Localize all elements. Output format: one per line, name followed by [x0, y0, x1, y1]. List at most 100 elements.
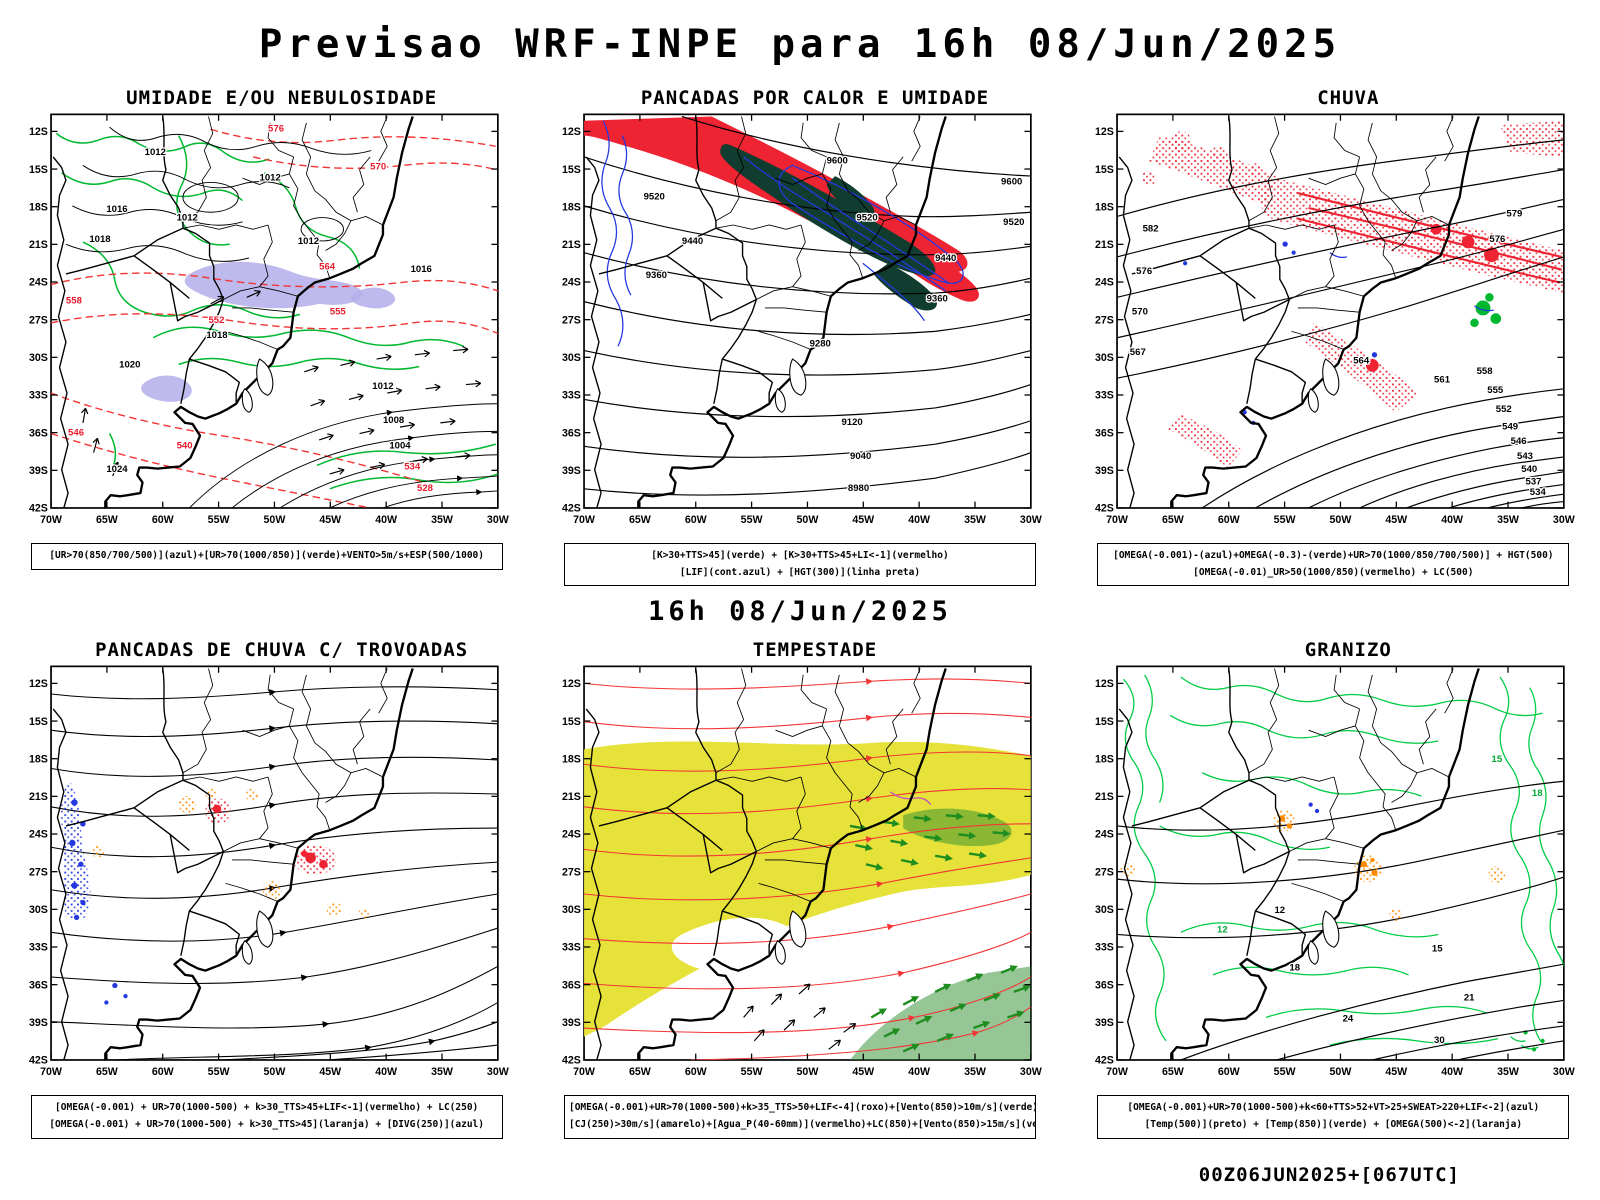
svg-text:9520: 9520: [1003, 217, 1024, 228]
svg-text:60W: 60W: [685, 514, 708, 526]
svg-text:1012: 1012: [144, 147, 165, 158]
svg-text:579: 579: [1507, 208, 1523, 219]
svg-text:36S: 36S: [1095, 427, 1114, 439]
svg-text:555: 555: [1488, 385, 1505, 396]
legend-line: [UR>70(850/700/500)](azul)+[UR>70(1000/8…: [49, 550, 484, 561]
svg-text:570: 570: [370, 162, 386, 173]
contour-labels: 9600 9600 9520 9520 9520 9440 9440 9360 9360 9280…: [642, 154, 1025, 495]
panel-tempestade: TEMPESTADE: [542, 639, 1057, 1139]
panel-title: TEMPESTADE: [752, 639, 878, 662]
svg-text:564: 564: [1354, 355, 1371, 366]
svg-text:30W: 30W: [1020, 1066, 1043, 1078]
svg-text:42S: 42S: [562, 503, 581, 515]
svg-text:30S: 30S: [562, 352, 581, 364]
legend-box: [OMEGA(-0.001)+UR>70(1000-500)+k<60+TTS>…: [1097, 1095, 1570, 1139]
svg-text:70W: 70W: [40, 1066, 63, 1078]
svg-text:8980: 8980: [848, 483, 869, 494]
svg-text:70W: 70W: [1106, 1066, 1129, 1078]
panel-title: CHUVA: [1317, 87, 1380, 109]
svg-text:24S: 24S: [29, 829, 48, 841]
svg-text:576: 576: [1137, 266, 1153, 277]
svg-text:537: 537: [1526, 477, 1542, 488]
svg-text:45W: 45W: [319, 1066, 342, 1078]
svg-text:18S: 18S: [29, 754, 48, 766]
svg-text:546: 546: [68, 428, 84, 439]
svg-text:18S: 18S: [29, 201, 48, 213]
svg-text:18: 18: [1532, 788, 1543, 799]
svg-text:9440: 9440: [935, 253, 956, 264]
svg-text:60W: 60W: [685, 1066, 708, 1078]
svg-text:21S: 21S: [29, 791, 48, 803]
svg-text:36S: 36S: [29, 980, 48, 992]
svg-text:65W: 65W: [96, 514, 119, 526]
legend-box: [OMEGA(-0.001)+UR>70(1000-500)+k>35_TTS>…: [563, 1095, 1036, 1139]
svg-text:1020: 1020: [119, 360, 140, 371]
panel-chuva: CHUVA: [1076, 87, 1591, 587]
svg-text:35W: 35W: [1497, 1066, 1520, 1078]
legend-line: [OMEGA(-0.001)+UR>70(1000-500)+k>35_TTS>…: [568, 1102, 1036, 1114]
panel-pancadas-calor: PANCADAS POR CALOR E UMIDADE: [542, 87, 1057, 587]
svg-text:21: 21: [1464, 993, 1475, 1004]
svg-text:12: 12: [1217, 925, 1228, 936]
svg-text:45W: 45W: [852, 514, 875, 526]
panel-title: PANCADAS POR CALOR E UMIDADE: [640, 87, 990, 109]
mid-title: 16h 08/Jun/2025: [648, 596, 952, 628]
map-decorations-tempestade: [584, 678, 1031, 1061]
svg-text:42S: 42S: [1095, 1055, 1114, 1067]
svg-text:45W: 45W: [852, 1066, 875, 1078]
svg-text:35W: 35W: [431, 514, 454, 526]
svg-text:50W: 50W: [263, 514, 286, 526]
svg-text:543: 543: [1517, 451, 1533, 462]
svg-text:42S: 42S: [562, 1055, 581, 1067]
map-frame: [49, 113, 499, 509]
svg-text:1018: 1018: [89, 234, 111, 245]
svg-text:570: 570: [1132, 306, 1148, 317]
svg-text:9280: 9280: [810, 338, 831, 349]
legend-line: [OMEGA(-0.001) + UR>70(1000-500) + k>30_…: [49, 1118, 484, 1130]
svg-text:9520: 9520: [644, 191, 665, 202]
contour-labels: 576 570 1012 1012 1016 1012 1018 1012 1016 564 558…: [64, 122, 434, 495]
svg-text:70W: 70W: [573, 514, 596, 526]
svg-text:27S: 27S: [562, 867, 581, 879]
svg-text:27S: 27S: [29, 867, 48, 879]
svg-text:39S: 39S: [1095, 1017, 1114, 1029]
svg-text:27S: 27S: [1095, 867, 1114, 879]
map-chuva: 582 576 570 567 579 576 564 561 558 555 552 549 546 5…: [1095, 113, 1576, 526]
svg-text:1008: 1008: [383, 415, 405, 426]
svg-text:1012: 1012: [259, 172, 280, 183]
svg-text:12S: 12S: [562, 678, 581, 690]
svg-text:1016: 1016: [106, 204, 127, 215]
svg-text:33S: 33S: [562, 390, 581, 402]
svg-text:36S: 36S: [562, 427, 581, 439]
svg-text:9360: 9360: [927, 294, 948, 305]
legend-box: [OMEGA(-0.001) + UR>70(1000-500) + k>30_…: [30, 1095, 503, 1139]
svg-text:27S: 27S: [1095, 314, 1114, 326]
svg-text:65W: 65W: [629, 1066, 652, 1078]
svg-text:21S: 21S: [29, 239, 48, 251]
svg-text:9600: 9600: [1001, 177, 1022, 188]
svg-text:70W: 70W: [573, 1066, 596, 1078]
svg-text:40W: 40W: [1442, 1066, 1465, 1078]
svg-text:540: 540: [1522, 464, 1538, 475]
svg-text:534: 534: [1530, 487, 1547, 498]
svg-text:27S: 27S: [29, 314, 48, 326]
svg-text:50W: 50W: [1330, 514, 1353, 526]
svg-text:15S: 15S: [1095, 716, 1114, 728]
svg-text:567: 567: [1130, 347, 1146, 358]
svg-text:15S: 15S: [1095, 164, 1114, 176]
map-umidade: 576 570 1012 1012 1016 1012 1018 1012 1016 564 558…: [29, 113, 509, 526]
legend-box: [UR>70(850/700/500)](azul)+[UR>70(1000/8…: [30, 543, 503, 570]
svg-text:18: 18: [1290, 963, 1301, 974]
svg-text:45W: 45W: [1386, 514, 1409, 526]
map-decorations-chuva: [1117, 120, 1565, 508]
svg-text:546: 546: [1511, 436, 1527, 447]
svg-text:40W: 40W: [1442, 514, 1465, 526]
svg-text:552: 552: [208, 315, 224, 326]
svg-text:564: 564: [319, 262, 336, 273]
svg-text:60W: 60W: [151, 514, 174, 526]
